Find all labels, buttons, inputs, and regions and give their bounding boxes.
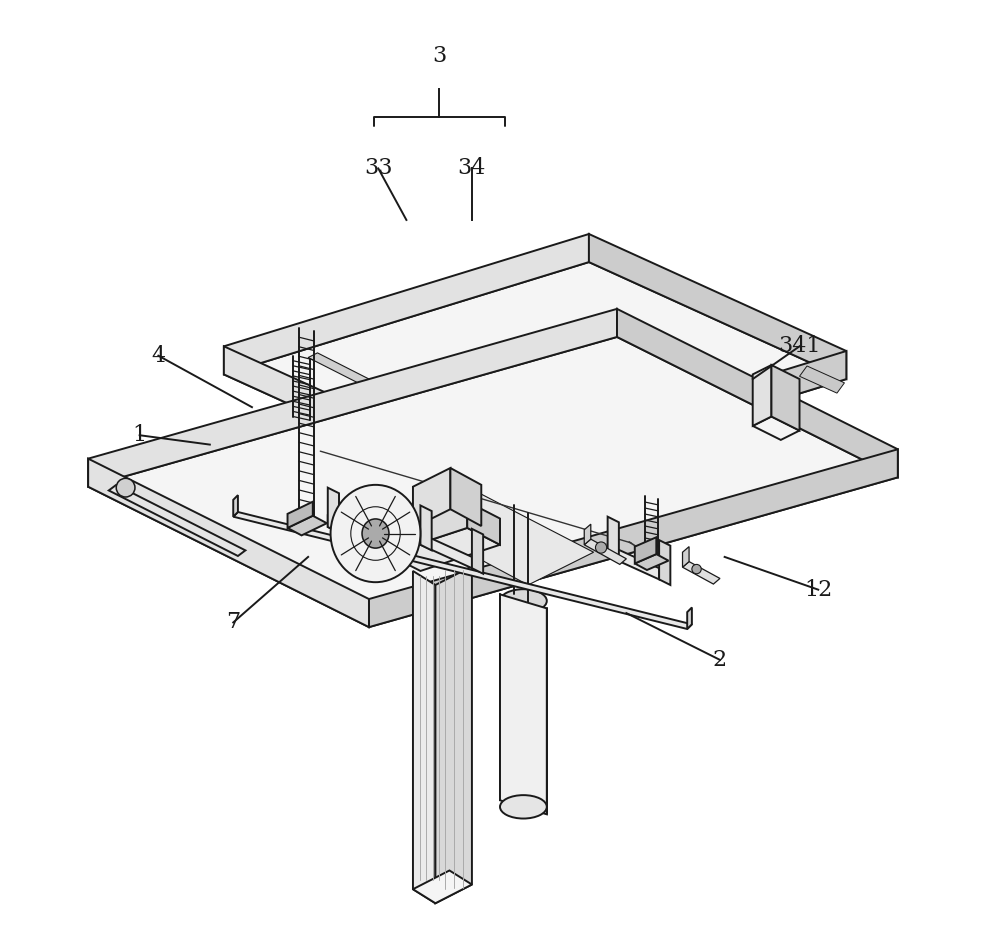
Polygon shape (288, 502, 313, 528)
Polygon shape (224, 234, 589, 374)
Polygon shape (413, 571, 435, 903)
Polygon shape (589, 234, 846, 379)
Polygon shape (288, 516, 327, 535)
Text: 34: 34 (458, 157, 486, 180)
Polygon shape (659, 540, 670, 585)
Polygon shape (622, 384, 692, 417)
Polygon shape (771, 365, 800, 431)
Text: 1: 1 (133, 424, 147, 446)
Polygon shape (413, 870, 472, 903)
Polygon shape (753, 365, 771, 426)
Polygon shape (224, 262, 846, 491)
Polygon shape (472, 529, 483, 574)
Ellipse shape (331, 485, 420, 582)
Text: 12: 12 (804, 578, 832, 601)
Polygon shape (388, 528, 500, 571)
Ellipse shape (500, 796, 547, 818)
Polygon shape (608, 517, 619, 562)
Polygon shape (308, 353, 378, 388)
Polygon shape (584, 539, 626, 564)
Polygon shape (88, 309, 617, 487)
Polygon shape (683, 547, 689, 567)
Circle shape (116, 478, 135, 497)
Polygon shape (88, 459, 369, 627)
Polygon shape (397, 482, 594, 585)
Text: 3: 3 (432, 45, 446, 67)
Polygon shape (481, 351, 846, 491)
Polygon shape (420, 534, 472, 568)
Polygon shape (617, 309, 898, 477)
Polygon shape (88, 337, 898, 627)
Polygon shape (608, 545, 659, 579)
Polygon shape (233, 495, 238, 517)
Polygon shape (435, 566, 472, 903)
Polygon shape (379, 511, 390, 556)
Polygon shape (687, 607, 692, 629)
Polygon shape (328, 488, 339, 533)
Text: 341: 341 (778, 335, 821, 358)
Circle shape (692, 564, 701, 574)
Circle shape (595, 542, 607, 553)
Polygon shape (584, 524, 591, 545)
Polygon shape (388, 502, 467, 554)
Polygon shape (369, 449, 898, 627)
Ellipse shape (500, 590, 547, 612)
Polygon shape (635, 554, 668, 570)
Polygon shape (413, 468, 450, 528)
Polygon shape (328, 516, 379, 550)
Text: 2: 2 (713, 649, 727, 671)
Polygon shape (635, 537, 656, 563)
Polygon shape (683, 562, 720, 584)
Ellipse shape (362, 519, 389, 548)
Text: 4: 4 (151, 344, 165, 367)
Polygon shape (753, 417, 800, 440)
Polygon shape (450, 468, 481, 526)
Polygon shape (224, 346, 481, 491)
Polygon shape (420, 505, 432, 550)
Polygon shape (800, 366, 844, 393)
Polygon shape (109, 485, 245, 556)
Polygon shape (500, 594, 547, 814)
Polygon shape (233, 512, 692, 629)
Text: 33: 33 (364, 157, 393, 180)
Text: 7: 7 (226, 611, 240, 634)
Polygon shape (467, 502, 500, 545)
